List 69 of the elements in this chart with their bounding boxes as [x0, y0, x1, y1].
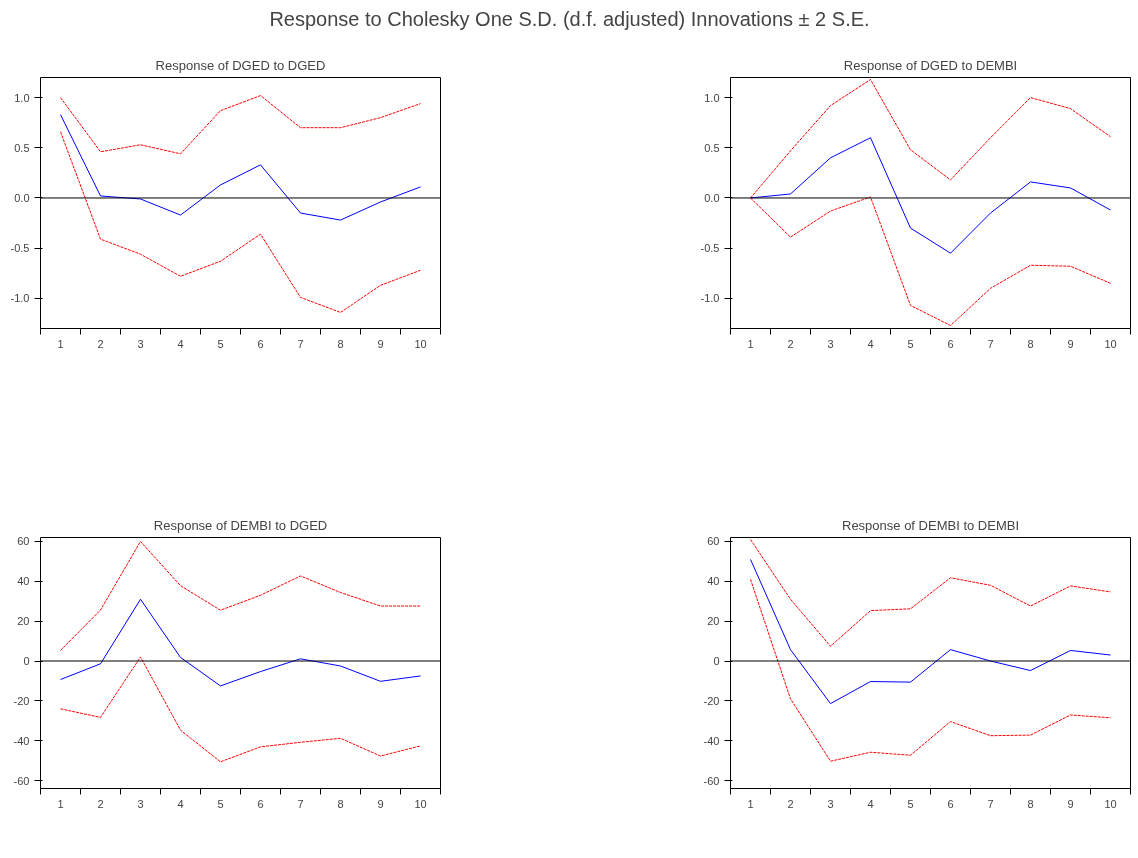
x-tick-label: 1	[747, 797, 754, 810]
x-tick-label: 5	[907, 797, 914, 810]
y-tick-label: 0.5	[14, 141, 30, 154]
x-tick-label: 9	[1067, 337, 1074, 350]
x-tick-label: 2	[97, 797, 104, 810]
y-tick-label: 1.0	[704, 91, 720, 104]
x-tick-label: 3	[137, 797, 144, 810]
x-tick-label: 6	[257, 337, 264, 350]
x-tick-label: 3	[137, 337, 144, 350]
chart-title: Response of DGED to DGED	[155, 57, 326, 73]
x-tick-label: 7	[987, 797, 994, 810]
x-tick-label: 5	[217, 797, 224, 810]
y-tick-label: -20	[703, 694, 720, 707]
x-tick-label: 3	[827, 337, 834, 350]
x-tick-label: 7	[987, 337, 994, 350]
y-tick-label: 20	[707, 615, 720, 628]
x-tick-label: 6	[257, 797, 264, 810]
x-tick-label: 1	[57, 337, 64, 350]
x-tick-label: 6	[947, 797, 954, 810]
x-tick-label: 4	[177, 337, 184, 350]
x-tick-label: 9	[1067, 797, 1074, 810]
y-tick-label: -1.0	[700, 292, 720, 305]
x-tick-label: 8	[337, 797, 344, 810]
text: Response to Cholesky One S.D. (d.f. adjusted) Innovations ± 2 S.E.	[269, 7, 870, 30]
x-tick-label: 9	[377, 337, 384, 350]
x-tick-label: 2	[787, 337, 794, 350]
x-tick-label: 2	[787, 797, 794, 810]
y-tick-label: 0.0	[14, 191, 30, 204]
chart-title: Response of DEMBI to DGED	[153, 517, 328, 533]
x-tick-label: 8	[337, 337, 344, 350]
x-tick-label: 9	[377, 797, 384, 810]
y-tick-label: -20	[13, 694, 30, 707]
x-tick-label: 6	[947, 337, 954, 350]
x-tick-label: 10	[414, 797, 427, 810]
x-tick-label: 10	[1104, 337, 1117, 350]
x-tick-label: 2	[97, 337, 104, 350]
y-tick-label: -0.5	[700, 242, 720, 255]
y-tick-label: -40	[13, 734, 30, 747]
y-tick-label: 60	[707, 535, 720, 548]
x-tick-label: 10	[1104, 797, 1117, 810]
x-tick-label: 1	[57, 797, 64, 810]
y-tick-label: -1.0	[10, 292, 30, 305]
chart-title: Response of DEMBI to DEMBI	[841, 517, 1020, 533]
x-tick-label: 5	[907, 337, 914, 350]
x-tick-label: 7	[297, 797, 304, 810]
x-tick-label: 3	[827, 797, 834, 810]
y-tick-label: 0.5	[704, 141, 720, 154]
x-tick-label: 5	[217, 337, 224, 350]
y-tick-label: 0	[23, 655, 30, 668]
x-tick-label: 7	[297, 337, 304, 350]
y-tick-label: 40	[17, 575, 30, 588]
x-tick-label: 10	[414, 337, 427, 350]
y-tick-label: 0	[713, 655, 720, 668]
x-tick-label: 8	[1027, 797, 1034, 810]
y-tick-label: 40	[707, 575, 720, 588]
x-tick-label: 4	[867, 797, 874, 810]
y-tick-label: 1.0	[14, 91, 30, 104]
x-tick-label: 1	[747, 337, 754, 350]
y-tick-label: 60	[17, 535, 30, 548]
x-tick-label: 4	[867, 337, 874, 350]
y-tick-label: 0.0	[704, 191, 720, 204]
x-tick-label: 4	[177, 797, 184, 810]
y-tick-label: 20	[17, 615, 30, 628]
y-tick-label: -0.5	[10, 242, 30, 255]
y-tick-label: -60	[703, 774, 720, 787]
x-tick-label: 8	[1027, 337, 1034, 350]
chart-title: Response of DGED to DEMBI	[843, 57, 1018, 73]
y-tick-label: -40	[703, 734, 720, 747]
y-tick-label: -60	[13, 774, 30, 787]
